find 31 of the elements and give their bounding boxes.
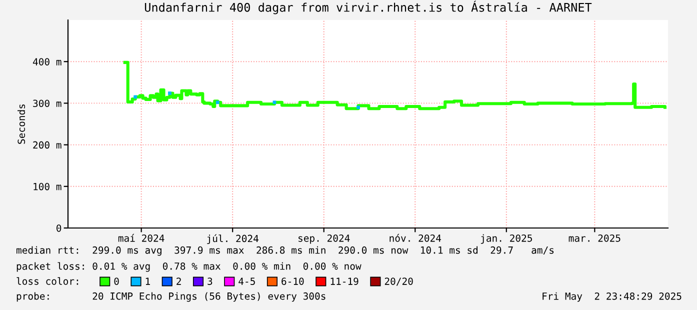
- point: [168, 92, 172, 95]
- point: [134, 95, 138, 99]
- legend-title: loss color:: [16, 277, 78, 285]
- point: [356, 106, 360, 110]
- x-tick-label: sep. 2024: [298, 234, 350, 244]
- text: Fri May 2 23:48:29 2025: [542, 292, 682, 302]
- x-tick-label: jan. 2025: [480, 234, 532, 244]
- text: probe: 20 ICMP Echo Pings (56 Bytes) every 300s: [16, 292, 326, 302]
- x-tick-label: maí 2024: [118, 234, 164, 242]
- y-tick-label: 200 m: [33, 141, 62, 149]
- point: [272, 100, 276, 104]
- chart-title: Undanfarnir 400 dagar from virvir.rhnet.is to Ástralía - AARNET: [144, 0, 592, 14]
- legend-label: 4-5: [238, 278, 255, 285]
- text: median rtt: 299.0 ms avg 397.9 ms max 286.8 ms min 290.0 ms now 10.1 ms sd 29.7 am/s: [16, 246, 554, 256]
- legend-label: 20/20: [384, 278, 413, 286]
- y-tick-label: 400 m: [32, 58, 62, 66]
- legend-label: 11-19: [330, 278, 358, 285]
- legend-label: 1: [146, 278, 150, 285]
- y-tick-label: 100 m: [34, 182, 62, 190]
- y-axis-title: Seconds: [18, 104, 26, 144]
- text: packet loss: 0.01 % avg 0.78 % max 0.00 % min 0.00 % now: [16, 262, 362, 272]
- legend-label: 2: [176, 278, 181, 285]
- x-tick-label: nóv. 2024: [390, 234, 442, 242]
- y-tick-label: 300 m: [33, 100, 62, 108]
- legend-label: 3: [208, 278, 212, 285]
- legend-label: 6-10: [282, 278, 304, 285]
- legend-label: 0: [114, 278, 119, 285]
- point: [216, 100, 220, 104]
- y-tick-label: 0: [56, 224, 62, 232]
- x-tick-label: mar. 2025: [568, 234, 620, 242]
- x-tick-label: júl. 2024: [207, 234, 258, 244]
